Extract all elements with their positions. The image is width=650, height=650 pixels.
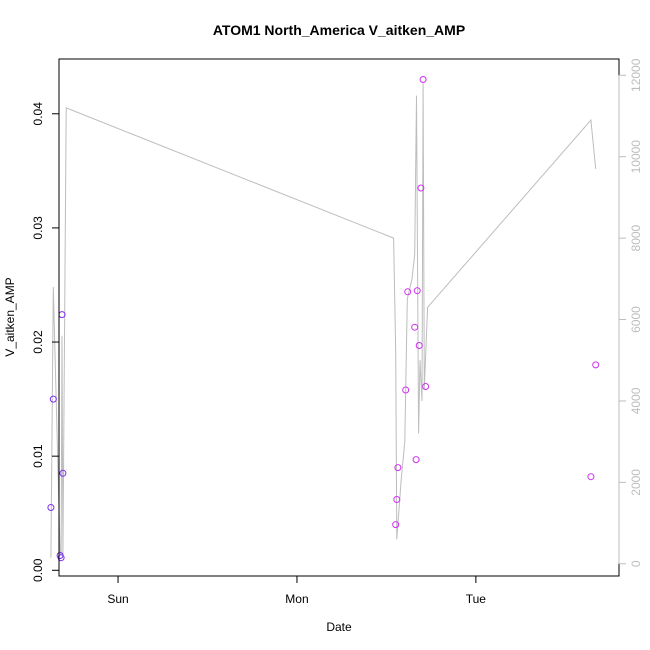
y-tick-label: 0.00 — [31, 558, 45, 582]
data-point — [392, 521, 400, 529]
y-tick-label: 0.01 — [31, 444, 45, 468]
data-point — [413, 287, 421, 295]
series-line — [50, 83, 597, 558]
data-point — [422, 383, 430, 390]
y-tick-label: 0.02 — [31, 330, 45, 354]
y-axis-label: V_aitken_AMP — [3, 277, 17, 356]
data-point — [587, 473, 595, 481]
data-point — [57, 554, 65, 562]
data-point — [415, 342, 423, 349]
x-tick-label: Sun — [107, 592, 128, 606]
data-point — [58, 311, 66, 319]
data-point — [411, 323, 419, 331]
y2-tick-label: 12000 — [629, 58, 643, 92]
data-point — [402, 386, 410, 394]
y2-tick-label: 2000 — [629, 469, 643, 496]
data-point — [47, 504, 55, 511]
y2-axis: 0 2000 4000 6000 8000 10000 12000 — [618, 58, 643, 567]
data-point — [393, 496, 401, 503]
chart-title: ATOM1 North_America V_aitken_AMP — [213, 22, 465, 38]
x-axis: Sun Mon Tue — [107, 575, 487, 606]
data-point — [419, 76, 427, 83]
y2-tick-label: 10000 — [629, 140, 643, 174]
y2-tick-label: 6000 — [629, 306, 643, 333]
plot-frame — [58, 58, 620, 577]
series-line-layer — [50, 83, 597, 558]
data-point — [59, 469, 67, 477]
data-point — [592, 361, 600, 369]
y2-tick-label: 0 — [629, 560, 643, 567]
points-layer — [47, 76, 600, 562]
y2-tick-label: 4000 — [629, 387, 643, 414]
x-tick-label: Mon — [285, 592, 308, 606]
y-axis: 0.00 0.01 0.02 0.03 0.04 — [31, 102, 60, 582]
data-point — [417, 184, 425, 192]
data-point — [49, 395, 57, 403]
x-axis-label: Date — [326, 620, 352, 634]
x-tick-label: Tue — [466, 592, 487, 606]
y-tick-label: 0.04 — [31, 102, 45, 126]
data-point — [394, 464, 402, 472]
data-point — [404, 288, 412, 296]
y-tick-label: 0.03 — [31, 216, 45, 240]
data-point — [412, 456, 420, 464]
y2-tick-label: 8000 — [629, 224, 643, 251]
